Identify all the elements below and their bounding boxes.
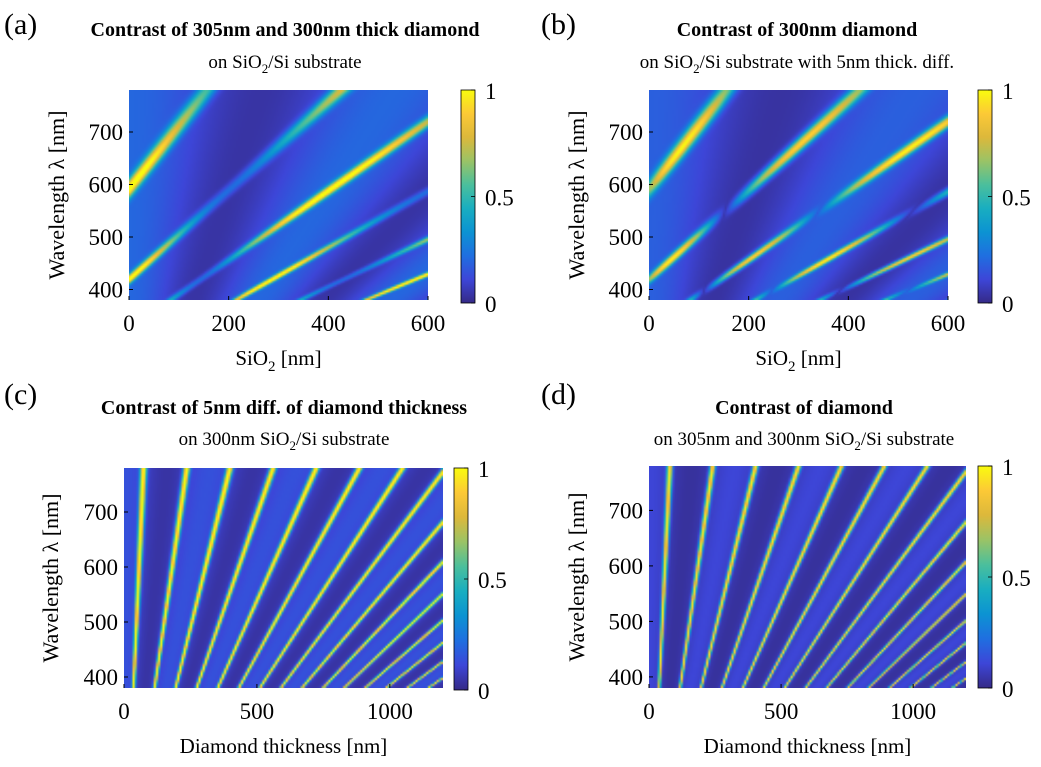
chart-subtitle-rest: /Si substrate with 5nm thick. diff. [700, 52, 955, 73]
x-axis-label-rest: [nm] [796, 346, 842, 370]
x-axis-label-main: SiO [755, 346, 788, 370]
y-tick-label: 400 [89, 278, 124, 303]
x-tick-label: 0 [643, 699, 655, 724]
y-tick-label: 700 [84, 500, 119, 525]
x-axis-label-main: Diamond thickness [nm] [180, 734, 388, 758]
panel-c [123, 467, 469, 691]
x-tick-label: 200 [731, 311, 766, 336]
colorbar-tick-label: 1 [1002, 455, 1014, 480]
x-tick-label: 0 [643, 311, 655, 336]
panel-b [648, 89, 993, 304]
chart-title: Contrast of diamond [715, 397, 893, 419]
y-axis-label: Wavelength λ [nm] [564, 111, 589, 280]
y-tick-label: 600 [609, 173, 644, 198]
panel-a [128, 89, 476, 304]
heatmap-image [124, 468, 443, 688]
chart-subtitle-subscript: 2 [693, 61, 700, 76]
x-tick-label: 0 [123, 311, 135, 336]
chart-subtitle-main: on SiO [640, 52, 693, 73]
chart-subtitle: on SiO2/Si substrate [208, 52, 361, 76]
x-axis-label: Diamond thickness [nm] [704, 734, 912, 758]
x-tick-label: 0 [118, 699, 130, 724]
chart-subtitle-rest: /Si substrate [268, 52, 361, 73]
panel-label: (b) [541, 8, 576, 41]
panel-label: (c) [4, 378, 37, 411]
colorbar-tick-label: 0 [478, 679, 490, 704]
y-tick-label: 700 [609, 498, 644, 523]
chart-title: Contrast of 300nm diamond [677, 19, 918, 41]
x-tick-label: 500 [240, 699, 275, 724]
y-axis-label: Wavelength λ [nm] [44, 111, 69, 280]
x-tick-label: 200 [211, 311, 246, 336]
x-tick-label: 500 [764, 699, 799, 724]
y-tick-label: 400 [84, 665, 119, 690]
heatmap-image [649, 466, 966, 688]
x-tick-label: 400 [831, 311, 866, 336]
y-tick-label: 700 [609, 120, 644, 145]
panel-d [648, 465, 993, 689]
heatmap-image [129, 90, 428, 300]
x-axis-label-subscript: 2 [268, 359, 276, 375]
x-axis-label-main: SiO [235, 346, 268, 370]
chart-subtitle-rest: /Si substrate [296, 429, 389, 450]
colorbar-tick-label: 1 [1002, 79, 1014, 104]
chart-subtitle: on SiO2/Si substrate with 5nm thick. dif… [640, 52, 954, 76]
y-tick-label: 700 [89, 120, 124, 145]
chart-subtitle-main: on 305nm and 300nm SiO [654, 429, 855, 450]
heatmap-image [649, 90, 948, 300]
y-tick-label: 400 [609, 278, 644, 303]
y-tick-label: 400 [609, 665, 644, 690]
chart-subtitle-main: on 300nm SiO [179, 429, 290, 450]
x-tick-label: 600 [931, 311, 966, 336]
colorbar-tick-label: 0.5 [1002, 566, 1031, 591]
colorbar-tick-label: 0.5 [485, 186, 514, 211]
y-axis-label: Wavelength λ [nm] [564, 493, 589, 662]
colorbar-tick-label: 1 [478, 457, 490, 482]
panel-label: (a) [4, 8, 37, 41]
colorbar-tick-label: 0 [1002, 677, 1014, 702]
y-tick-label: 600 [84, 555, 119, 580]
y-tick-label: 500 [84, 610, 119, 635]
chart-subtitle: on 305nm and 300nm SiO2/Si substrate [654, 429, 954, 453]
x-axis-label: Diamond thickness [nm] [180, 734, 388, 758]
x-tick-label: 400 [311, 311, 346, 336]
panel-label: (d) [541, 378, 576, 411]
x-axis-label: SiO2 [nm] [235, 346, 321, 375]
y-tick-label: 600 [89, 173, 124, 198]
x-axis-label-subscript: 2 [788, 359, 796, 375]
y-tick-label: 500 [89, 225, 124, 250]
x-axis-label-rest: [nm] [276, 346, 322, 370]
chart-subtitle-main: on SiO [208, 52, 261, 73]
colorbar-tick-label: 0.5 [478, 568, 507, 593]
chart-title: Contrast of 305nm and 300nm thick diamon… [91, 19, 480, 41]
chart-subtitle: on 300nm SiO2/Si substrate [179, 429, 390, 453]
chart-title: Contrast of 5nm diff. of diamond thickne… [101, 397, 467, 419]
chart-subtitle-rest: /Si substrate [861, 429, 954, 450]
colorbar-tick-label: 0.5 [1002, 186, 1031, 211]
x-tick-label: 1000 [890, 699, 936, 724]
x-axis-label-main: Diamond thickness [nm] [704, 734, 912, 758]
chart-subtitle-subscript: 2 [854, 438, 861, 453]
chart-subtitle-subscript: 2 [262, 61, 269, 76]
colorbar-tick-label: 1 [485, 79, 497, 104]
y-tick-label: 600 [609, 554, 644, 579]
x-tick-label: 600 [411, 311, 446, 336]
y-tick-label: 500 [609, 609, 644, 634]
y-axis-label: Wavelength λ [nm] [38, 494, 63, 663]
colorbar-tick-label: 0 [1002, 292, 1014, 317]
chart-subtitle-subscript: 2 [289, 438, 296, 453]
y-tick-label: 500 [609, 225, 644, 250]
colorbar-tick-label: 0 [485, 292, 497, 317]
x-axis-label: SiO2 [nm] [755, 346, 841, 375]
x-tick-label: 1000 [367, 699, 413, 724]
